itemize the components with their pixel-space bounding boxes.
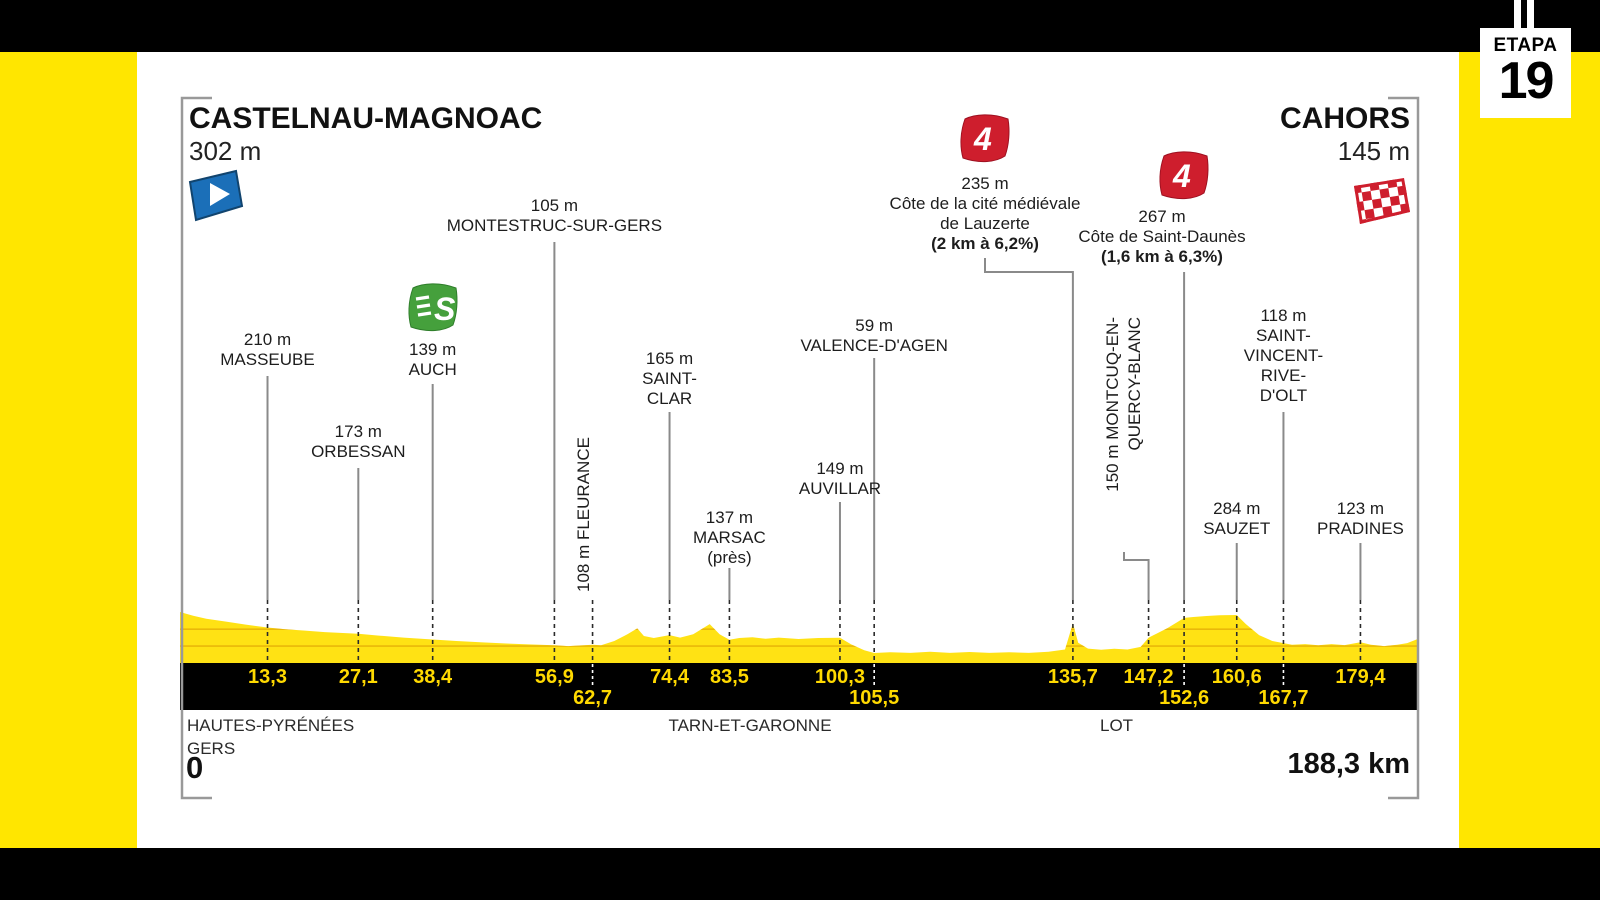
waypoint-label: 173 m ORBESSAN [311, 422, 406, 461]
left-yellow-column [0, 52, 137, 848]
waypoint-label: 267 m Côte de Saint-Daunès (1,6 km à 6,3%) [1078, 207, 1246, 266]
waypoint-label: 123 m PRADINES [1316, 499, 1404, 538]
region-label: TARN-ET-GARONNE [668, 716, 832, 735]
km-marker: 147,2 [1123, 666, 1174, 688]
start-city-title: CASTELNAU-MAGNOAC [189, 102, 543, 135]
svg-text:4: 4 [1172, 158, 1191, 194]
svg-text:4: 4 [973, 121, 992, 157]
waypoint-label-rotated: 108 m FLEURANCE [574, 437, 593, 592]
km-marker: 62,7 [573, 687, 613, 709]
waypoint-label: 284 m SAUZET [1203, 499, 1271, 538]
waypoint-label: 149 m AUVILLAR [798, 459, 882, 498]
left-frame-bracket [180, 96, 212, 800]
finish-elevation: 145 m [1337, 136, 1410, 166]
region-label: GERS [187, 739, 236, 758]
sprint-icon: S [404, 280, 462, 339]
right-frame-bracket [1388, 96, 1420, 800]
waypoint-label-rotated: 150 m MONTCUQ-EN- QUERCY-BLANC [1103, 317, 1144, 492]
start-elevation: 302 m [189, 136, 262, 166]
km-marker: 105,5 [849, 687, 900, 709]
etapa-label: ETAPA [1493, 35, 1558, 56]
elevation-profile-area [180, 612, 1419, 663]
category-4-climb-icon: 4 [1155, 148, 1213, 207]
etapa-badge: ETAPA 19 [1480, 28, 1571, 118]
finish-city-title: CAHORS [1279, 102, 1410, 135]
km-marker: 100,3 [814, 666, 865, 688]
waypoint-label: 210 m MASSEUBE [220, 330, 315, 369]
waypoint-label: 118 m SAINT- VINCENT- RIVE- D'OLT [1243, 306, 1324, 405]
km-marker: 152,6 [1159, 687, 1210, 709]
km-marker: 135,7 [1047, 666, 1098, 688]
km-marker: 27,1 [338, 666, 378, 688]
finish-flag-icon [1354, 178, 1410, 224]
top-black-band [0, 0, 1600, 52]
waypoint-label: 165 m SAINT- CLAR [642, 349, 697, 408]
badge-hanger-line [1521, 0, 1527, 33]
km-marker: 83,5 [709, 666, 749, 688]
km-bar [180, 663, 1419, 710]
category-4-climb-icon: 4 [956, 111, 1014, 170]
region-label: LOT [1100, 716, 1134, 735]
km-marker: 167,7 [1258, 687, 1309, 709]
km-marker: 13,3 [248, 666, 287, 688]
km-marker: 74,4 [650, 666, 689, 688]
total-distance: 188,3 km [1287, 748, 1410, 780]
waypoint-label: 59 m VALENCE-D'AGEN [800, 316, 948, 355]
waypoint-label: 137 m MARSAC (près) [693, 508, 766, 567]
km-marker: 179,4 [1335, 666, 1386, 688]
start-flag-icon [188, 169, 244, 222]
km-marker: 38,4 [413, 666, 453, 688]
km-marker: 160,6 [1211, 666, 1262, 688]
start-km-zero: 0 [186, 750, 204, 785]
waypoint-label: 235 m Côte de la cité médiévale de Lauzert… [889, 174, 1081, 253]
right-yellow-column [1459, 52, 1600, 848]
bottom-black-band [0, 848, 1600, 900]
km-marker: 56,9 [534, 666, 574, 688]
waypoint-label: 105 m MONTESTRUC-SUR-GERS [446, 196, 663, 235]
region-label: HAUTES-PYRÉNÉES [187, 716, 355, 735]
etapa-number: 19 [1498, 52, 1555, 110]
waypoint-label: 139 m AUCH [408, 340, 457, 379]
svg-text:S: S [434, 291, 456, 327]
